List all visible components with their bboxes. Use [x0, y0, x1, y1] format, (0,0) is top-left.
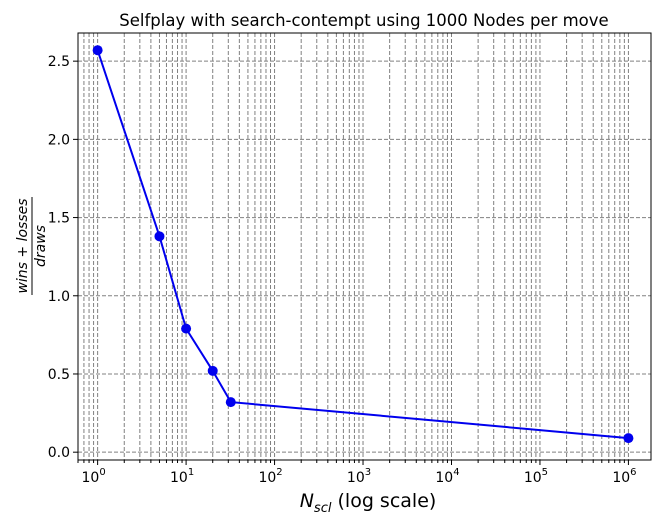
x-tick-base: 10 — [258, 470, 276, 486]
data-point — [181, 323, 192, 334]
x-ticks: 100 101 102 103 104 105 106 — [77, 460, 637, 486]
x-axis-subscript: scl — [314, 501, 332, 516]
x-tick-exponent: 5 — [542, 467, 548, 478]
y-tick-label: 0.0 — [48, 445, 70, 461]
x-axis-suffix: (log scale) — [331, 490, 436, 512]
x-tick-exponent: 6 — [630, 467, 636, 478]
x-axis-symbol: N — [300, 490, 314, 512]
data-point — [207, 365, 218, 376]
x-tick-base: 10 — [82, 470, 100, 486]
y-tick-label: 1.5 — [48, 211, 70, 227]
y-ticks: 0.0 0.5 1.0 1.5 2.0 2.5 — [48, 54, 78, 461]
plot-frame — [77, 32, 652, 461]
x-tick-label: 103 — [347, 467, 371, 486]
x-tick-label: 101 — [170, 467, 194, 486]
chart-title: Selfplay with search-contempt using 1000… — [119, 11, 608, 30]
x-tick-label: 106 — [612, 467, 636, 486]
x-tick-label: 100 — [82, 467, 106, 486]
x-tick-exponent: 1 — [188, 467, 194, 478]
x-tick-base: 10 — [612, 470, 630, 486]
y-tick-label: 1.0 — [48, 289, 70, 305]
x-tick-label: 102 — [258, 467, 282, 486]
data-point — [154, 231, 165, 242]
series-line — [96, 49, 629, 440]
series-layer — [92, 45, 634, 444]
x-tick-exponent: 3 — [365, 467, 371, 478]
x-tick-exponent: 0 — [99, 467, 105, 478]
x-tick-base: 10 — [524, 470, 542, 486]
x-tick-base: 10 — [435, 470, 453, 486]
x-axis-label: Nscl (log scale) — [300, 490, 437, 516]
data-point — [92, 45, 103, 56]
y-tick-label: 0.5 — [48, 367, 70, 383]
x-tick-base: 10 — [170, 470, 188, 486]
x-tick-exponent: 2 — [276, 467, 282, 478]
x-tick-label: 105 — [524, 467, 548, 486]
x-tick-base: 10 — [347, 470, 365, 486]
grid-layer — [77, 33, 651, 460]
y-tick-label: 2.5 — [48, 54, 70, 70]
y-axis-numerator: wins + losses — [15, 198, 31, 293]
x-tick-exponent: 4 — [453, 467, 459, 478]
data-point — [225, 397, 236, 408]
y-axis-denominator: draws — [33, 225, 49, 267]
y-tick-label: 2.0 — [48, 132, 70, 148]
data-point — [623, 433, 634, 444]
y-axis-label: wins + losses draws — [15, 197, 49, 295]
x-tick-label: 104 — [435, 467, 459, 486]
